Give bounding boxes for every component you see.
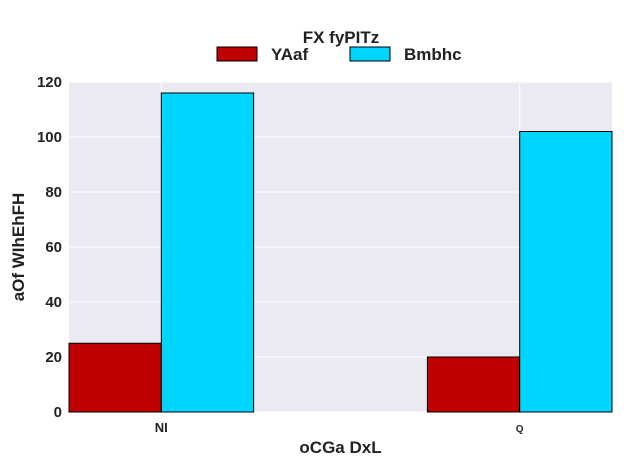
legend-label: Bmbhc [404, 45, 462, 64]
x-axis-ticks: NI Q [155, 420, 524, 435]
y-tick-label: 100 [37, 129, 62, 146]
bar-Bmbhc-Q [519, 131, 613, 413]
legend-swatch [349, 46, 391, 62]
bar-YAaf-NI [68, 342, 162, 413]
bar-YAaf-Q [426, 356, 521, 413]
y-tick-label: 20 [45, 349, 62, 366]
y-axis-ticks: 0 20 40 60 80 100 120 [37, 74, 62, 421]
y-tick-label: 120 [37, 74, 62, 91]
bar-Bmbhc-NI [160, 92, 255, 413]
bars [68, 92, 613, 413]
x-tick-label: NI [155, 420, 168, 435]
y-tick-label: 0 [54, 404, 62, 421]
y-tick-label: 40 [45, 294, 62, 311]
x-axis-label: oCGa DxL [299, 438, 381, 457]
legend: FX fyPITz YAaf Bmbhc [216, 28, 462, 64]
x-tick-label: Q [516, 424, 524, 435]
legend-label: YAaf [271, 45, 309, 64]
y-axis-label: aOf WIhEhFH [9, 193, 28, 302]
legend-swatch [216, 46, 258, 62]
legend-title: FX fyPITz [303, 28, 380, 47]
y-tick-label: 60 [45, 239, 62, 256]
y-tick-label: 80 [45, 184, 62, 201]
